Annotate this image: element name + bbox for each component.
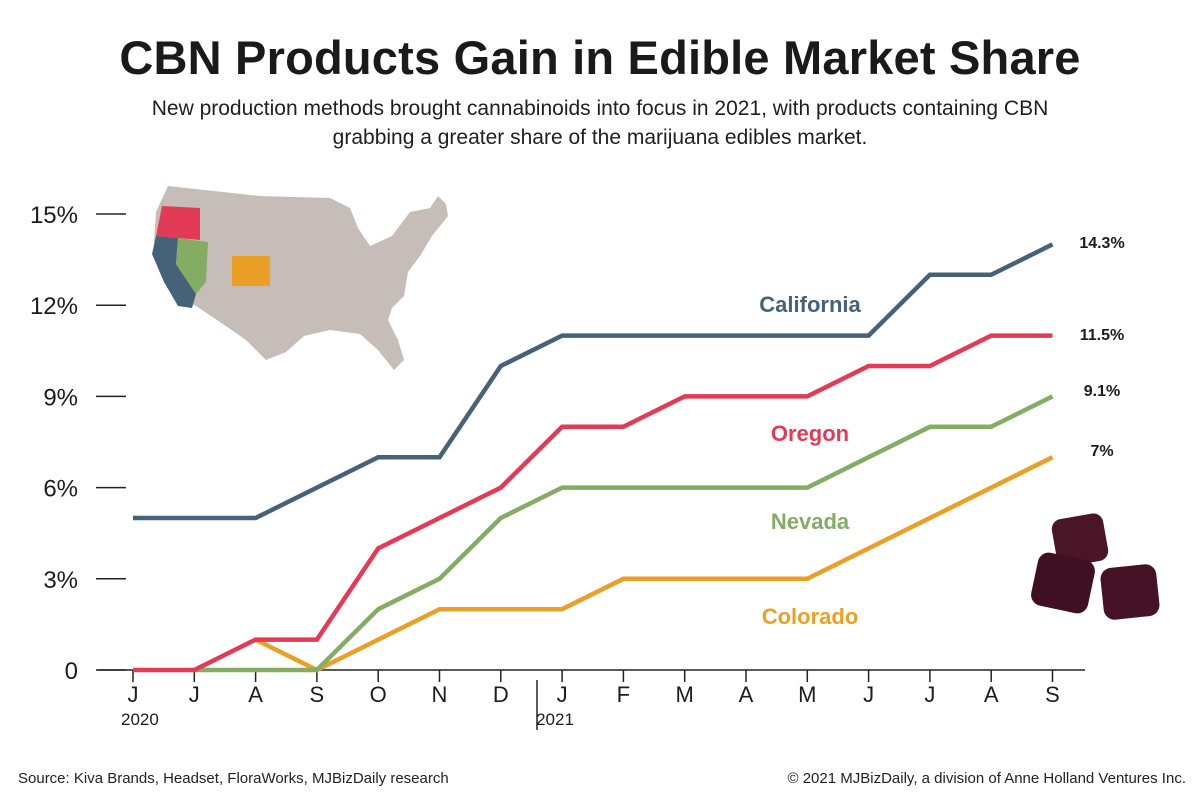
x-tick-label: S [1045, 682, 1060, 707]
x-tick-label: D [493, 682, 509, 707]
y-tick-label: 6% [43, 476, 78, 503]
series-line-california [133, 242, 1054, 521]
colorado-shape [232, 256, 270, 286]
source-note: Source: Kiva Brands, Headset, FloraWorks… [18, 770, 449, 787]
series-label-colorado: Colorado [762, 604, 859, 629]
y-tick-label: 3% [43, 567, 78, 594]
x-tick-label: F [617, 682, 630, 707]
oregon-shape [156, 206, 200, 240]
us-map-body [154, 186, 448, 370]
chart-subtitle: New production methods brought cannabino… [151, 97, 1049, 149]
x-tick-label: J [189, 682, 200, 707]
y-tick-label: 0 [65, 658, 78, 685]
series-label-california: California [759, 292, 861, 317]
x-tick-label: A [248, 682, 263, 707]
x-tick-label: A [739, 682, 754, 707]
x-tick-label: M [798, 682, 816, 707]
us-map-icon [152, 186, 448, 370]
copyright-note: © 2021 MJBizDaily, a division of Anne Ho… [787, 770, 1187, 787]
series-line-oregon [133, 333, 1053, 673]
x-tick-label: M [676, 682, 694, 707]
x-tick-label: N [432, 682, 448, 707]
end-value-label-oregon: 11.5% [1080, 327, 1124, 344]
x-tick-label: O [370, 682, 387, 707]
year-label: 2021 [536, 710, 574, 729]
nevada-shape [176, 238, 208, 294]
year-label: 2020 [121, 710, 159, 729]
series-label-nevada: Nevada [771, 509, 850, 534]
x-tick-label: J [924, 682, 935, 707]
california-shape [152, 236, 196, 308]
chart-title: CBN Products Gain in Edible Market Share [119, 31, 1081, 84]
y-tick-label: 12% [30, 293, 78, 320]
gummy-candy-icon [1031, 513, 1160, 620]
x-tick-label: J [557, 682, 568, 707]
x-tick-label: J [128, 682, 139, 707]
x-tick-label: A [984, 682, 999, 707]
y-tick-label: 9% [43, 384, 78, 411]
end-value-label-california: 14.3% [1079, 235, 1124, 252]
series-line-nevada [194, 394, 1054, 673]
end-value-label-nevada: 9.1% [1084, 383, 1120, 400]
end-value-label-colorado: 7% [1090, 443, 1113, 460]
x-tick-label: S [310, 682, 325, 707]
y-tick-label: 15% [30, 202, 78, 229]
x-tick-label: J [863, 682, 874, 707]
series-label-oregon: Oregon [771, 421, 849, 446]
series-line-colorado [254, 455, 1054, 673]
